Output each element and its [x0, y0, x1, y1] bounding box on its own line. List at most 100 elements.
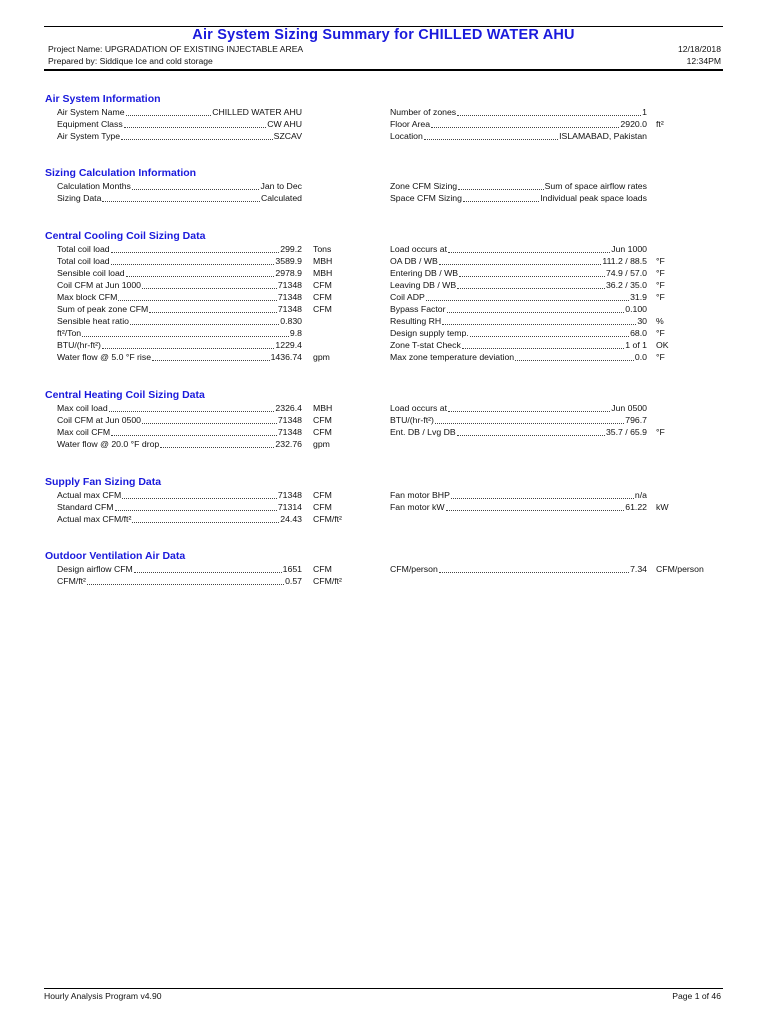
row-value: 71348 — [277, 280, 302, 290]
row-unit: MBH — [313, 403, 333, 413]
row-value: 35.7 / 65.9 — [605, 427, 647, 437]
leader-line — [425, 299, 630, 301]
leader-line — [438, 571, 630, 573]
row-label: Fan motor kW — [390, 502, 445, 512]
row-label: Load occurs at — [390, 403, 447, 413]
row-value: 1436.74 — [270, 352, 302, 362]
row-label: ft²/Ton — [57, 328, 82, 338]
section-air-system-information: Air System Information Air System Name CHI… — [45, 93, 725, 141]
row-value: 1 of 1 — [625, 340, 647, 350]
row-label: Space CFM Sizing — [390, 193, 462, 203]
row-value: Jan to Dec — [260, 181, 302, 191]
row-label: Location — [390, 131, 423, 141]
row-label: Entering DB / WB — [390, 268, 459, 278]
leader-line — [121, 138, 273, 140]
row-unit: CFM/person — [656, 564, 704, 574]
row-label: Zone T-stat Check — [390, 340, 461, 350]
leader-line — [434, 422, 625, 424]
row-unit: ft² — [656, 119, 664, 129]
row-value: 0.57 — [285, 576, 302, 586]
row-label: Number of zones — [390, 107, 457, 117]
project-name: Project Name: UPGRADATION OF EXISTING IN… — [48, 44, 304, 54]
leader-line — [149, 311, 277, 313]
row-label: CFM/person — [390, 564, 438, 574]
leader-line — [450, 497, 634, 499]
leader-line — [459, 275, 605, 277]
row-value: 0.100 — [625, 304, 647, 314]
row-label: Max zone temperature deviation — [390, 352, 515, 362]
report-time: 12:34PM — [686, 56, 721, 66]
section-title: Air System Information — [45, 93, 161, 105]
leader-line — [125, 114, 212, 116]
row-value: 2978.9 — [275, 268, 302, 278]
row-value: 61.22 — [625, 502, 647, 512]
row-value: 111.2 / 88.5 — [602, 256, 647, 266]
section-title: Central Heating Coil Sizing Data — [45, 389, 205, 401]
leader-line — [86, 583, 285, 585]
row-label: Design supply temp. — [390, 328, 469, 338]
leader-line — [442, 323, 637, 325]
leader-line — [438, 263, 602, 265]
row-value: 74.9 / 57.0 — [605, 268, 647, 278]
row-unit: CFM — [313, 304, 332, 314]
section-supply-fan-sizing: Supply Fan Sizing Data Actual max CFM 7134… — [45, 476, 725, 524]
row-value: 0.830 — [280, 316, 302, 326]
program-name: Hourly Analysis Program v4.90 — [44, 991, 162, 1001]
leader-line — [423, 138, 559, 140]
row-value: 71348 — [277, 304, 302, 314]
section-central-heating-coil: Central Heating Coil Sizing Data Max coil… — [45, 389, 725, 449]
leader-line — [142, 287, 277, 289]
row-value: 71348 — [277, 415, 302, 425]
leader-line — [152, 359, 270, 361]
row-unit: MBH — [313, 268, 333, 278]
section-title: Outdoor Ventilation Air Data — [45, 550, 186, 562]
row-value: 31.9 — [630, 292, 647, 302]
row-unit: °F — [656, 268, 665, 278]
leader-line — [123, 126, 267, 128]
row-label: OA DB / WB — [390, 256, 438, 266]
row-unit: OK — [656, 340, 669, 350]
row-value: CHILLED WATER AHU — [212, 107, 302, 117]
row-value: 232.76 — [275, 439, 302, 449]
row-label: Calculation Months — [57, 181, 131, 191]
row-label: Zone CFM Sizing — [390, 181, 458, 191]
row-value: 1 — [642, 107, 647, 117]
row-label: Max block CFM — [57, 292, 118, 302]
leader-line — [446, 311, 625, 313]
leader-line — [110, 251, 280, 253]
row-value: 1651 — [282, 564, 302, 574]
leader-line — [108, 410, 275, 412]
row-label: Design airflow CFM — [57, 564, 133, 574]
row-unit: °F — [656, 427, 665, 437]
row-value: Jun 0500 — [611, 403, 647, 413]
row-label: Coil CFM at Jun 0500 — [57, 415, 142, 425]
row-unit: CFM — [313, 427, 332, 437]
row-label: Water flow @ 20.0 °F drop — [57, 439, 160, 449]
section-outdoor-ventilation-air: Outdoor Ventilation Air Data Design airfl… — [45, 550, 725, 586]
leader-line — [102, 200, 260, 202]
leader-line — [125, 275, 275, 277]
row-value: 71314 — [277, 502, 302, 512]
row-unit: CFM — [313, 292, 332, 302]
row-value: 2326.4 — [275, 403, 302, 413]
row-value: Jun 1000 — [611, 244, 647, 254]
leader-line — [515, 359, 634, 361]
leader-line — [114, 509, 277, 511]
row-label: Bypass Factor — [390, 304, 446, 314]
page-number: Page 1 of 46 — [672, 991, 721, 1001]
row-label: Fan motor BHP — [390, 490, 450, 500]
row-label: Water flow @ 5.0 °F rise — [57, 352, 152, 362]
row-label: Ent. DB / Lvg DB — [390, 427, 456, 437]
row-label: Equipment Class — [57, 119, 123, 129]
leader-line — [132, 521, 280, 523]
row-unit: CFM/ft² — [313, 576, 342, 586]
row-value: 24.43 — [280, 514, 302, 524]
row-unit: °F — [656, 256, 665, 266]
section-central-cooling-coil: Central Cooling Coil Sizing Data Total co… — [45, 230, 725, 362]
row-value: 68.0 — [630, 328, 647, 338]
row-value: Individual peak space loads — [540, 193, 647, 203]
row-label: Air System Type — [57, 131, 121, 141]
row-label: Standard CFM — [57, 502, 114, 512]
leader-line — [131, 188, 260, 190]
row-unit: °F — [656, 280, 665, 290]
